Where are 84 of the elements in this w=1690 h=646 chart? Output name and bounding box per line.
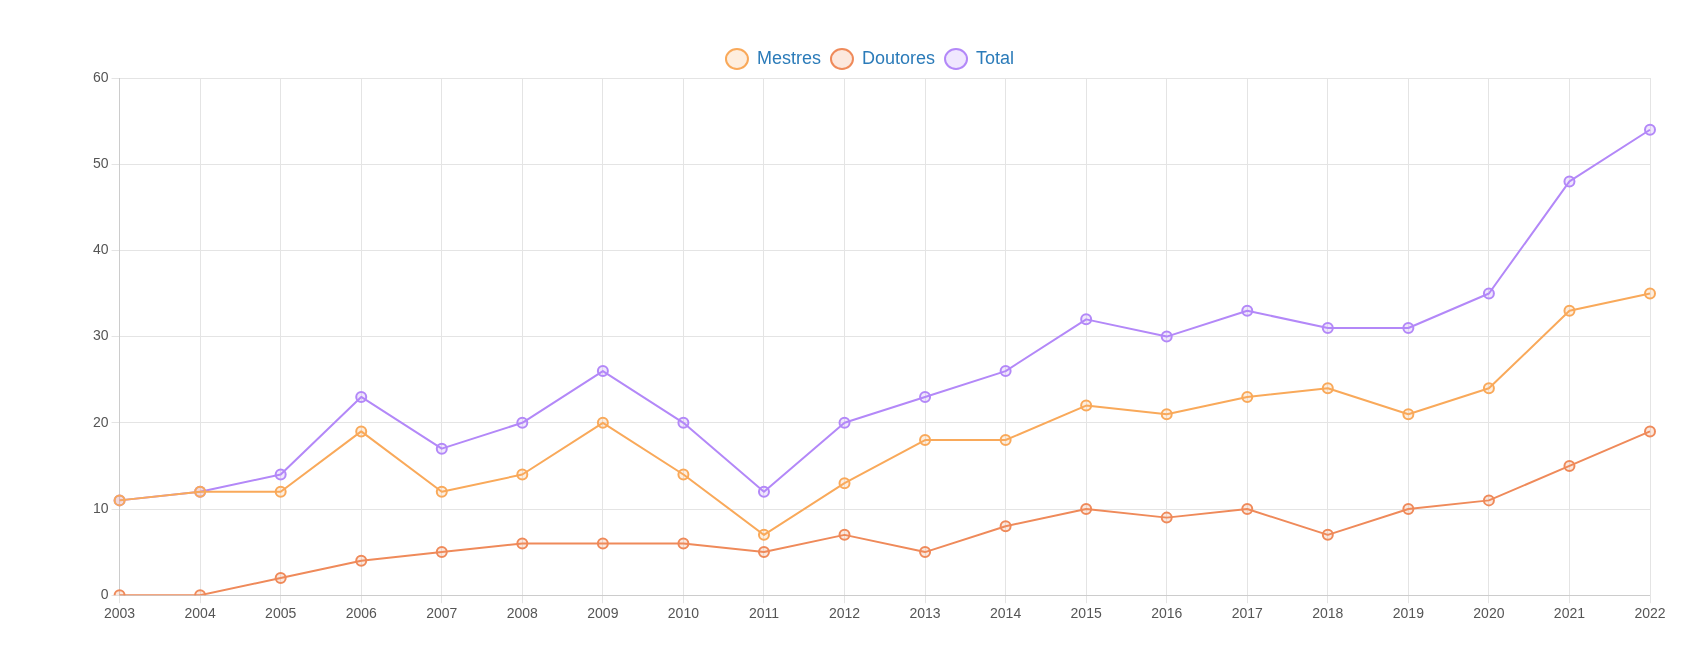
- x-tick-label: 2020: [1473, 605, 1505, 622]
- x-tick-label: 2012: [828, 605, 861, 622]
- point: [1241, 304, 1254, 317]
- point: [1321, 321, 1334, 334]
- x-tick-label: 2007: [426, 605, 458, 622]
- x-tick-label: 2009: [587, 605, 619, 622]
- point: [516, 416, 529, 429]
- x-tick-label: 2014: [990, 605, 1022, 622]
- point: [516, 468, 529, 481]
- y-tick-label: 10: [92, 499, 109, 516]
- point: [1644, 123, 1656, 136]
- point: [1160, 330, 1173, 343]
- point: [999, 434, 1012, 447]
- point: [757, 485, 770, 498]
- point: [919, 546, 932, 559]
- y-tick-label: 30: [92, 327, 109, 344]
- x-tick-label: 2019: [1392, 605, 1425, 622]
- point: [1563, 459, 1576, 472]
- point: [999, 365, 1012, 378]
- x-tick-label: 2017: [1231, 605, 1264, 622]
- point: [516, 537, 529, 550]
- point: [757, 528, 770, 541]
- point: [677, 416, 690, 429]
- point: [274, 485, 287, 498]
- point: [355, 425, 368, 438]
- x-tick-label: 2015: [1070, 605, 1102, 622]
- point: [1402, 321, 1415, 334]
- point: [355, 390, 368, 403]
- x-tick-label: 2018: [1312, 605, 1344, 622]
- point: [1644, 287, 1656, 300]
- point: [757, 546, 770, 559]
- point: [838, 477, 851, 490]
- point: [435, 546, 448, 559]
- point: [1241, 390, 1254, 403]
- point: [999, 520, 1012, 533]
- y-tick-label: 40: [92, 241, 109, 258]
- point: [1402, 503, 1415, 515]
- point: [1080, 399, 1093, 412]
- point: [838, 528, 851, 541]
- point: [677, 537, 690, 550]
- point: [355, 554, 368, 567]
- point: [1563, 304, 1576, 317]
- point: [596, 365, 609, 378]
- legend-label: Doutores: [861, 47, 936, 68]
- y-tick-label: 60: [92, 68, 109, 85]
- point: [1321, 382, 1334, 395]
- x-tick-label: 2021: [1553, 605, 1586, 622]
- point: [596, 537, 609, 550]
- point: [1563, 175, 1576, 188]
- y-tick-label: 20: [92, 413, 109, 430]
- x-tick-label: 2005: [265, 605, 297, 622]
- x-tick-label: 2016: [1151, 605, 1183, 622]
- point: [1080, 313, 1093, 326]
- legend-label: Total: [976, 47, 1015, 68]
- x-tick-label: 2006: [345, 605, 377, 622]
- point: [1241, 503, 1254, 515]
- point: [274, 468, 287, 481]
- x-tick-label: 2022: [1634, 605, 1666, 622]
- x-tick-label: 2010: [667, 605, 700, 622]
- point: [919, 390, 932, 403]
- y-tick-label: 0: [100, 586, 109, 603]
- point: [677, 468, 690, 481]
- point: [919, 434, 932, 447]
- point: [1644, 425, 1656, 438]
- x-tick-label: 2013: [909, 605, 941, 622]
- point: [1482, 287, 1495, 300]
- x-tick-label: 2003: [103, 605, 136, 622]
- legend-label: Mestres: [756, 47, 821, 68]
- point: [1160, 408, 1173, 421]
- point: [1080, 503, 1093, 515]
- x-tick-label: 2008: [506, 605, 539, 622]
- point: [1482, 382, 1495, 395]
- x-tick-label: 2004: [184, 605, 216, 622]
- point: [1402, 408, 1415, 421]
- point: [838, 416, 851, 429]
- x-tick-label: 2011: [748, 605, 780, 622]
- point: [435, 442, 448, 455]
- point: [1321, 528, 1334, 541]
- point: [596, 416, 609, 429]
- point: [1160, 511, 1173, 524]
- point: [274, 571, 287, 584]
- point: [1482, 494, 1495, 507]
- y-tick-label: 50: [92, 155, 109, 172]
- point: [435, 485, 448, 498]
